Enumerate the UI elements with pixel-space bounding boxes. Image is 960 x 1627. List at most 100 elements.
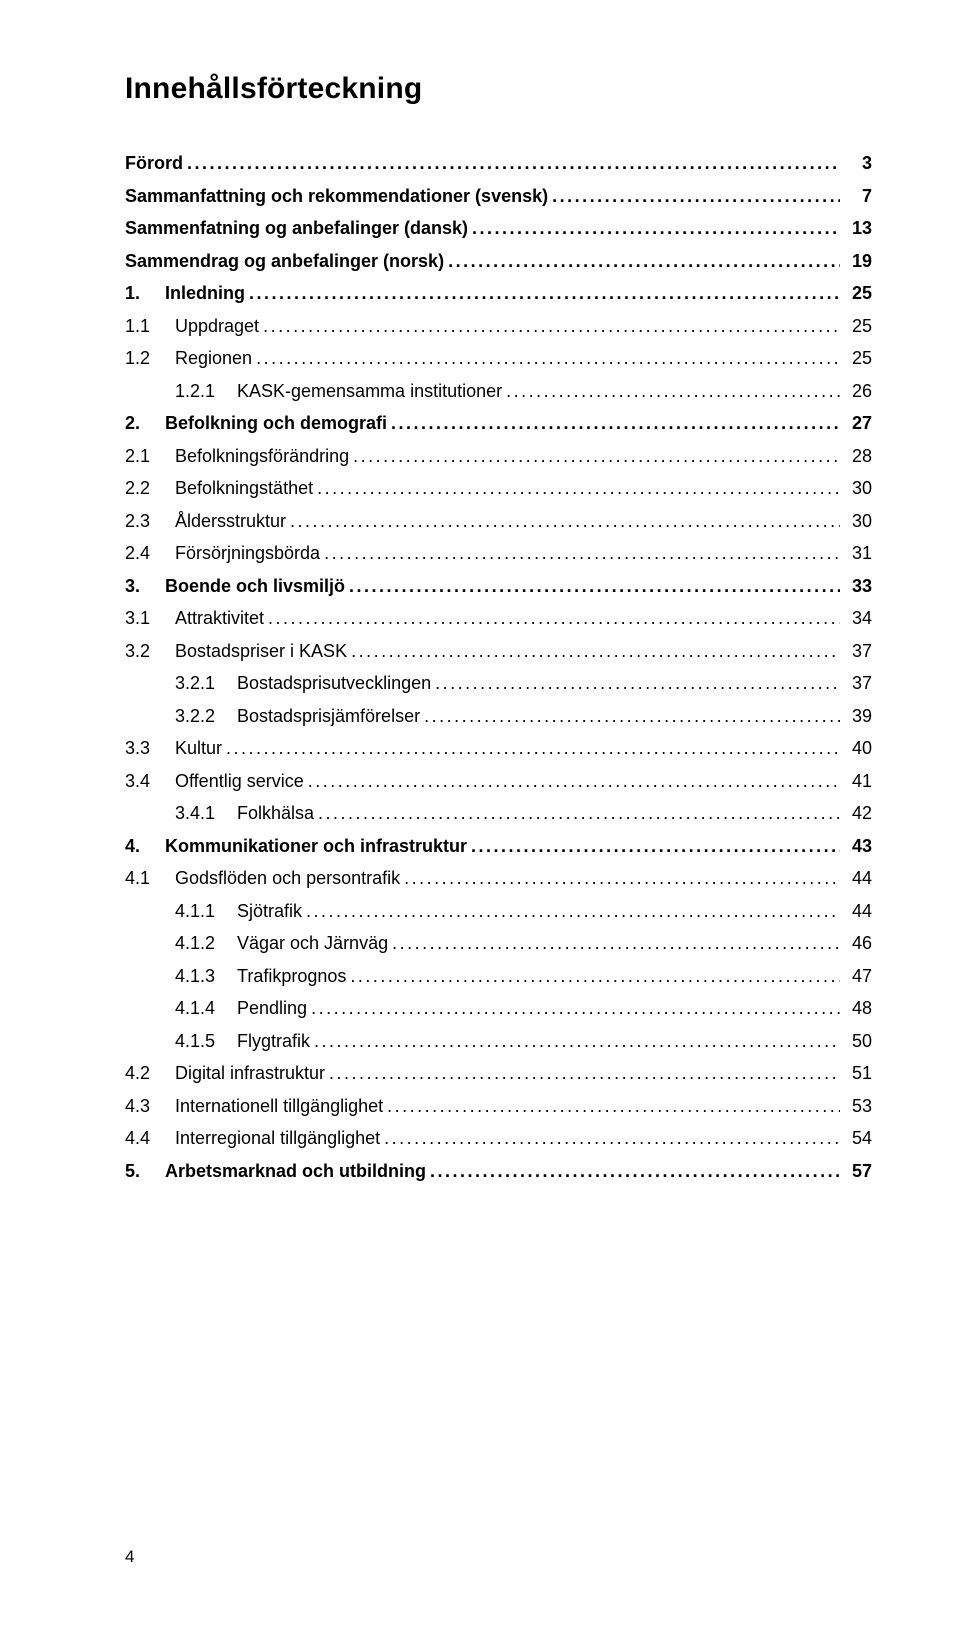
toc-entry-label: Förord — [125, 154, 183, 172]
toc-entry-page: 31 — [844, 544, 872, 562]
toc-entry-label: 2.3Åldersstruktur — [125, 512, 286, 530]
toc-leader-dots — [448, 252, 840, 270]
toc-leader-dots — [404, 869, 840, 887]
toc-leader-dots — [506, 382, 840, 400]
toc-entry: 3.3Kultur40 — [125, 739, 872, 757]
toc-entry-page: 50 — [844, 1032, 872, 1050]
toc-entry-number: 5. — [125, 1162, 165, 1180]
toc-entry-number: 2. — [125, 414, 165, 432]
toc-entry-text: Förord — [125, 153, 183, 173]
toc-entry: 1.2.1KASK-gemensamma institutioner26 — [125, 382, 872, 400]
toc-leader-dots — [290, 512, 840, 530]
toc-entry: 3.2Bostadspriser i KASK37 — [125, 642, 872, 660]
toc-entry-label: 3.4Offentlig service — [125, 772, 304, 790]
toc-entry-label: 4.1.5Flygtrafik — [175, 1032, 310, 1050]
toc-leader-dots — [472, 219, 840, 237]
toc-entry: 1.1Uppdraget25 — [125, 317, 872, 335]
toc-entry: 3.4Offentlig service 41 — [125, 772, 872, 790]
toc-entry-label: 2.1Befolkningsförändring — [125, 447, 349, 465]
toc-entry-label: 2.4Försörjningsbörda — [125, 544, 320, 562]
toc-leader-dots — [391, 414, 840, 432]
toc-entry-page: 47 — [844, 967, 872, 985]
toc-entry-label: 4.4Interregional tillgänglighet — [125, 1129, 380, 1147]
toc-entry-text: Arbetsmarknad och utbildning — [165, 1161, 426, 1181]
toc-entry-label: 3.2.1Bostadsprisutvecklingen — [175, 674, 431, 692]
toc-leader-dots — [350, 967, 840, 985]
toc-entry-text: Interregional tillgänglighet — [175, 1128, 380, 1148]
toc-entry-label: 4.3Internationell tillgänglighet — [125, 1097, 383, 1115]
toc-entry-page: 51 — [844, 1064, 872, 1082]
toc-entry-label: 3.2Bostadspriser i KASK — [125, 642, 347, 660]
toc-entry: 2.Befolkning och demografi27 — [125, 414, 872, 432]
toc-entry-number: 2.2 — [125, 479, 175, 497]
toc-entry-label: 4.1.2Vägar och Järnväg — [175, 934, 388, 952]
toc-entry: 2.2Befolkningstäthet30 — [125, 479, 872, 497]
toc-entry-page: 30 — [844, 512, 872, 530]
toc-entry-number: 4.1.1 — [175, 902, 237, 920]
toc-leader-dots — [552, 187, 840, 205]
toc-entry-number: 1. — [125, 284, 165, 302]
toc-entry-page: 46 — [844, 934, 872, 952]
toc-entry-text: Bostadsprisutvecklingen — [237, 673, 431, 693]
toc-entry-label: 4.Kommunikationer och infrastruktur — [125, 837, 467, 855]
toc-entry-page: 43 — [844, 837, 872, 855]
toc-entry-page: 13 — [844, 219, 872, 237]
table-of-contents: Förord3Sammanfattning och rekommendation… — [125, 154, 872, 1180]
toc-entry-page: 39 — [844, 707, 872, 725]
toc-leader-dots — [435, 674, 840, 692]
toc-entry-number: 4.1.5 — [175, 1032, 237, 1050]
toc-entry-text: Uppdraget — [175, 316, 259, 336]
toc-entry: 3.2.1Bostadsprisutvecklingen37 — [125, 674, 872, 692]
toc-entry-text: Attraktivitet — [175, 608, 264, 628]
toc-entry: 4.1.5Flygtrafik 50 — [125, 1032, 872, 1050]
toc-entry-page: 28 — [844, 447, 872, 465]
toc-entry-label: 1.Inledning — [125, 284, 245, 302]
toc-entry-number: 4.1.3 — [175, 967, 237, 985]
toc-entry-text: Sammendrag og anbefalinger (norsk) — [125, 251, 444, 271]
toc-entry-number: 3.1 — [125, 609, 175, 627]
toc-entry-text: Vägar och Järnväg — [237, 933, 388, 953]
toc-entry-number: 2.1 — [125, 447, 175, 465]
toc-entry: 4.Kommunikationer och infrastruktur 43 — [125, 837, 872, 855]
toc-leader-dots — [317, 479, 840, 497]
toc-leader-dots — [430, 1162, 840, 1180]
toc-entry-page: 25 — [844, 349, 872, 367]
toc-leader-dots — [306, 902, 840, 920]
toc-entry-page: 54 — [844, 1129, 872, 1147]
toc-entry: 4.1Godsflöden och persontrafik44 — [125, 869, 872, 887]
toc-entry-number: 4.1.4 — [175, 999, 237, 1017]
toc-entry: 4.1.3Trafikprognos 47 — [125, 967, 872, 985]
toc-entry-page: 57 — [844, 1162, 872, 1180]
toc-entry-label: 4.1.3Trafikprognos — [175, 967, 346, 985]
toc-entry-page: 41 — [844, 772, 872, 790]
toc-entry: 3.1Attraktivitet 34 — [125, 609, 872, 627]
toc-entry-label: 4.2Digital infrastruktur — [125, 1064, 325, 1082]
toc-entry-label: 1.1Uppdraget — [125, 317, 259, 335]
toc-entry-text: Pendling — [237, 998, 307, 1018]
toc-entry: 4.4Interregional tillgänglighet 54 — [125, 1129, 872, 1147]
toc-entry-text: Kommunikationer och infrastruktur — [165, 836, 467, 856]
toc-entry: 1.Inledning25 — [125, 284, 872, 302]
toc-leader-dots — [226, 739, 840, 757]
toc-entry-number: 3.2.1 — [175, 674, 237, 692]
toc-entry-label: 2.2Befolkningstäthet — [125, 479, 313, 497]
toc-leader-dots — [471, 837, 840, 855]
toc-leader-dots — [268, 609, 840, 627]
toc-entry-label: 3.Boende och livsmiljö — [125, 577, 345, 595]
toc-entry-text: KASK-gemensamma institutioner — [237, 381, 502, 401]
toc-entry: 1.2Regionen25 — [125, 349, 872, 367]
toc-entry-page: 19 — [844, 252, 872, 270]
toc-entry-page: 44 — [844, 869, 872, 887]
toc-entry: 3.4.1Folkhälsa42 — [125, 804, 872, 822]
toc-entry-page: 27 — [844, 414, 872, 432]
toc-entry-text: Bostadsprisjämförelser — [237, 706, 420, 726]
toc-entry-text: Sammanfattning och rekommendationer (sve… — [125, 186, 548, 206]
toc-entry-text: Boende och livsmiljö — [165, 576, 345, 596]
toc-entry-label: Sammendrag og anbefalinger (norsk) — [125, 252, 444, 270]
toc-entry: 2.3Åldersstruktur 30 — [125, 512, 872, 530]
toc-entry-number: 3.2.2 — [175, 707, 237, 725]
toc-entry-page: 34 — [844, 609, 872, 627]
toc-entry: 4.1.4Pendling48 — [125, 999, 872, 1017]
toc-leader-dots — [256, 349, 840, 367]
toc-leader-dots — [187, 154, 840, 172]
